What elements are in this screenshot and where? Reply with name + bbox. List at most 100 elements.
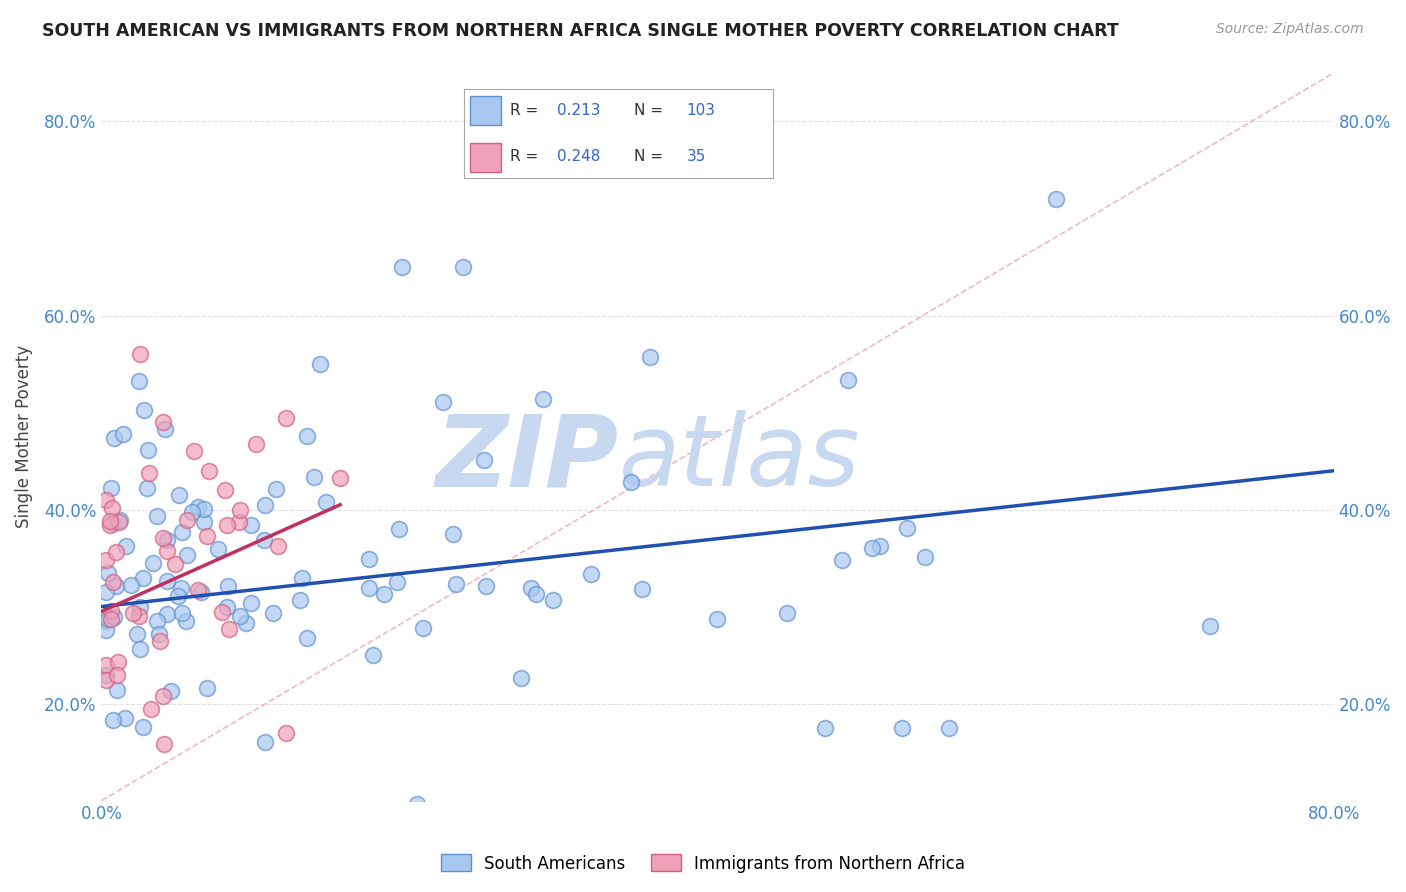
Point xyxy=(309,357,332,371)
Point xyxy=(453,260,475,274)
Point xyxy=(136,482,159,496)
Point xyxy=(297,632,319,646)
Point xyxy=(198,464,221,478)
Point xyxy=(101,516,124,531)
Point xyxy=(128,374,150,388)
Point xyxy=(152,689,174,703)
Point xyxy=(361,648,384,662)
Point xyxy=(302,470,325,484)
Point xyxy=(520,581,543,595)
Point xyxy=(706,612,728,626)
Point xyxy=(938,721,960,735)
Point xyxy=(630,582,652,596)
Point xyxy=(148,626,170,640)
Point xyxy=(138,466,160,480)
Point xyxy=(190,584,212,599)
Point xyxy=(195,528,218,542)
Point xyxy=(295,429,318,443)
Text: 103: 103 xyxy=(686,103,716,118)
Point xyxy=(170,582,193,596)
Point xyxy=(146,615,169,629)
Point xyxy=(170,606,193,620)
Point xyxy=(114,711,136,725)
Point xyxy=(218,622,240,636)
Point xyxy=(193,515,215,529)
Text: 35: 35 xyxy=(686,150,706,164)
Point xyxy=(169,488,191,502)
Point xyxy=(187,500,209,515)
Bar xyxy=(470,96,501,125)
Point xyxy=(229,502,252,516)
Point xyxy=(94,553,117,567)
Point xyxy=(253,498,276,512)
Point xyxy=(132,571,155,585)
Y-axis label: Single Mother Poverty: Single Mother Poverty xyxy=(15,345,32,528)
Point xyxy=(94,614,117,628)
Point xyxy=(472,452,495,467)
Point xyxy=(129,642,152,657)
Point xyxy=(239,517,262,532)
Point xyxy=(1199,619,1222,633)
Point xyxy=(217,579,239,593)
Point xyxy=(160,683,183,698)
Point xyxy=(94,673,117,688)
Point xyxy=(276,725,298,739)
Text: R =: R = xyxy=(510,103,538,118)
Text: N =: N = xyxy=(634,150,664,164)
Point xyxy=(253,533,276,548)
Point xyxy=(108,515,131,529)
Point xyxy=(315,495,337,509)
Point xyxy=(831,553,853,567)
Point xyxy=(475,579,498,593)
Point xyxy=(531,392,554,406)
Point xyxy=(139,702,162,716)
Point xyxy=(114,539,136,553)
Point xyxy=(100,612,122,626)
Point xyxy=(412,621,434,635)
Point xyxy=(264,483,287,497)
Point xyxy=(814,721,837,735)
Point xyxy=(837,373,859,387)
Point xyxy=(107,655,129,669)
Point xyxy=(94,668,117,682)
Point xyxy=(180,505,202,519)
Point xyxy=(134,403,156,417)
Point xyxy=(128,609,150,624)
Point xyxy=(108,513,131,527)
Point xyxy=(373,586,395,600)
Point xyxy=(359,581,381,595)
Point xyxy=(149,634,172,648)
Point xyxy=(100,481,122,495)
Point xyxy=(94,658,117,673)
Point xyxy=(156,533,179,547)
Point xyxy=(274,411,297,425)
Point xyxy=(156,607,179,621)
Point xyxy=(176,513,198,527)
Point xyxy=(229,608,252,623)
Point xyxy=(156,544,179,558)
Point xyxy=(235,616,257,631)
Point xyxy=(896,521,918,535)
Point xyxy=(914,549,936,564)
Point xyxy=(183,444,205,458)
Point xyxy=(103,431,125,445)
Point xyxy=(215,600,238,615)
Point xyxy=(391,260,413,274)
Point xyxy=(136,442,159,457)
Text: N =: N = xyxy=(634,103,664,118)
Point xyxy=(94,584,117,599)
Text: atlas: atlas xyxy=(619,410,860,508)
Point xyxy=(228,516,250,530)
Point xyxy=(405,797,427,811)
Point xyxy=(156,574,179,588)
Point xyxy=(103,609,125,624)
Point xyxy=(638,351,661,365)
Point xyxy=(170,525,193,540)
Point xyxy=(432,394,454,409)
Point xyxy=(193,501,215,516)
Text: 0.248: 0.248 xyxy=(557,150,600,164)
Point xyxy=(891,721,914,735)
Point xyxy=(509,671,531,685)
Point xyxy=(142,556,165,570)
Point xyxy=(176,549,198,563)
